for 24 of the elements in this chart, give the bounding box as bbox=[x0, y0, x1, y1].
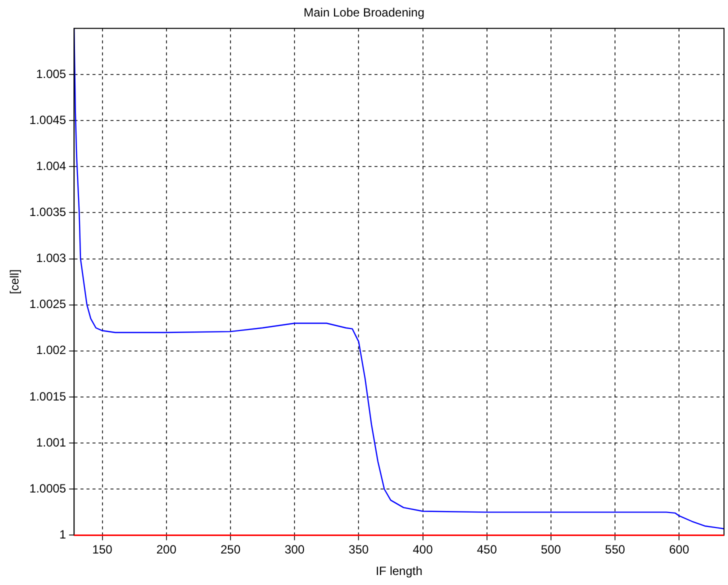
x-tick-label: 450 bbox=[476, 542, 498, 557]
x-tick-label: 550 bbox=[605, 542, 626, 557]
y-tick-label: 1.004 bbox=[36, 158, 66, 173]
y-tick-label: 1.0045 bbox=[29, 112, 66, 127]
x-tick-label: 400 bbox=[412, 542, 434, 557]
y-tick-label: 1.0025 bbox=[29, 297, 66, 312]
y-axis-title: [cell] bbox=[8, 269, 22, 294]
y-tick-label: 1.003 bbox=[36, 251, 66, 266]
x-axis-title: IF length bbox=[376, 564, 422, 578]
x-tick-label: 200 bbox=[156, 542, 177, 557]
x-tick-label: 300 bbox=[284, 542, 305, 557]
y-tick-label: 1.0005 bbox=[29, 481, 66, 496]
x-tick-label: 500 bbox=[540, 542, 562, 557]
y-tick-label: 1.005 bbox=[36, 66, 66, 81]
y-tick-label: 1.001 bbox=[36, 435, 66, 450]
y-tick-label: 1 bbox=[59, 528, 66, 542]
y-tick-label: 1.0015 bbox=[29, 389, 66, 404]
x-tick-label: 350 bbox=[348, 542, 370, 557]
x-tick-label: 600 bbox=[669, 542, 690, 557]
x-tick-label: 250 bbox=[220, 542, 241, 557]
y-tick-label: 1.0035 bbox=[29, 205, 66, 220]
x-tick-label: 150 bbox=[92, 542, 113, 557]
chart-title: Main Lobe Broadening bbox=[304, 6, 424, 20]
y-tick-label: 1.002 bbox=[36, 343, 66, 358]
